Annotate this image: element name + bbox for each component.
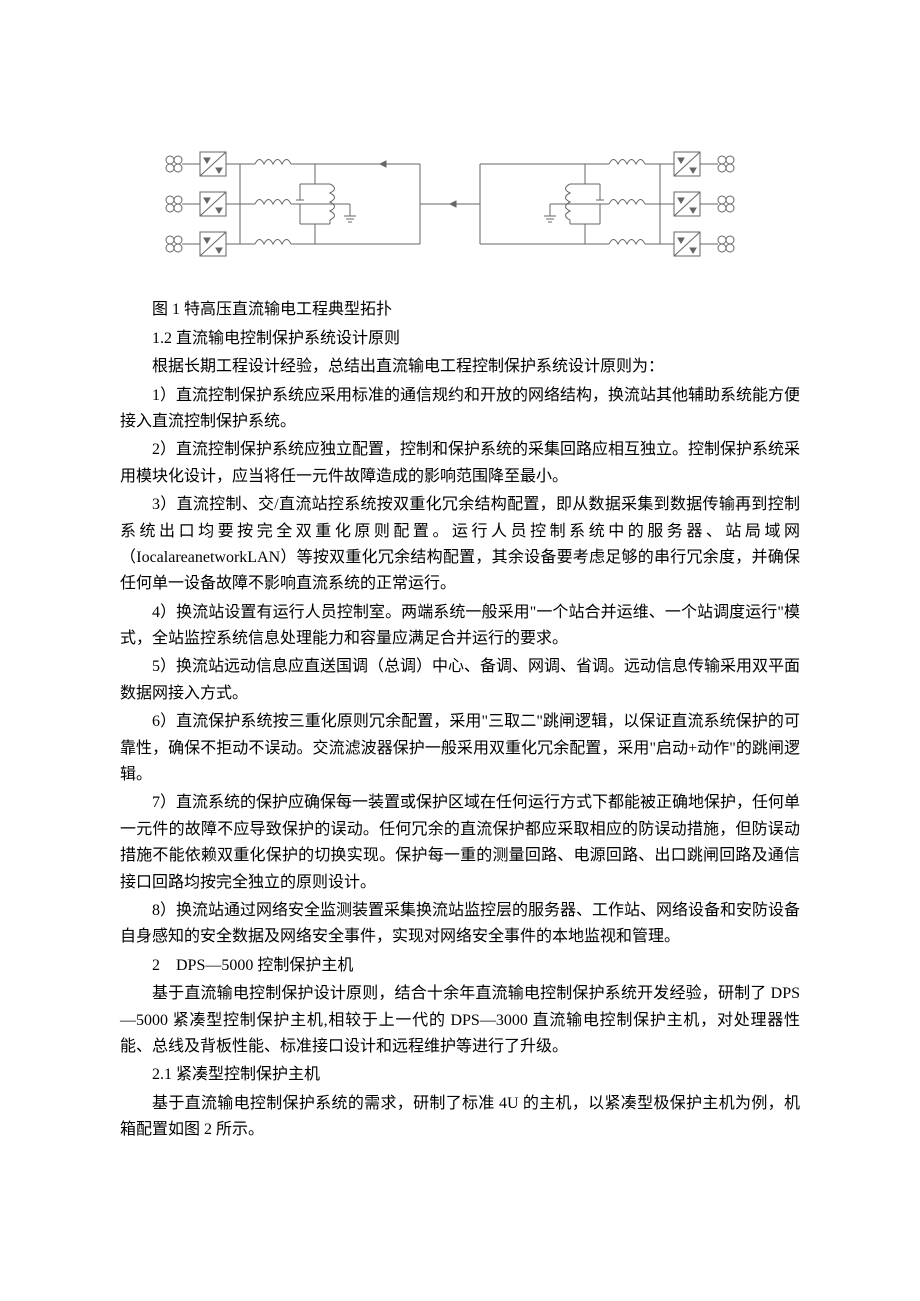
section-2-1-body: 基于直流输电控制保护系统的需求，研制了标准 4U 的主机，以紧凑型极保护主机为例… [120,1091,800,1144]
principle-item-3: 3）直流控制、交/直流站控系统按双重化冗余结构配置，即从数据采集到数据传输再到控… [120,492,800,598]
principle-item-7: 7）直流系统的保护应确保每一装置或保护区域在任何运行方式下都能被正确地保护，任何… [120,790,800,896]
principle-item-5: 5）换流站远动信息应直送国调（总调）中心、备调、网调、省调。远动信息传输采用双平… [120,654,800,707]
section-2-intro: 基于直流输电控制保护设计原则，结合十余年直流输电控制保护系统开发经验，研制了 D… [120,981,800,1060]
figure-1-diagram [160,140,800,289]
principle-item-8: 8）换流站通过网络安全监测装置采集换流站监控层的服务器、工作站、网络设备和安防设… [120,898,800,951]
principle-item-4: 4）换流站设置有运行人员控制室。两端系统一般采用"一个站合并运维、一个站调度运行… [120,600,800,653]
principle-item-6: 6）直流保护系统按三重化原则冗余配置，采用"三取二"跳闸逻辑，以保证直流系统保护… [120,709,800,788]
section-1-2-intro: 根据长期工程设计经验，总结出直流输电工程控制保护系统设计原则为： [120,354,800,380]
section-2-heading: 2 DPS—5000 控制保护主机 [120,953,800,979]
circuit-topology-svg [160,140,740,280]
principle-item-1: 1）直流控制保护系统应采用标准的通信规约和开放的网络结构，换流站其他辅助系统能方… [120,383,800,436]
principle-item-2: 2）直流控制保护系统应独立配置，控制和保护系统的采集回路应相互独立。控制保护系统… [120,437,800,490]
section-1-2-heading: 1.2 直流输电控制保护系统设计原则 [120,326,800,352]
section-2-1-heading: 2.1 紧凑型控制保护主机 [120,1062,800,1088]
figure-1-caption: 图 1 特高压直流输电工程典型拓扑 [120,297,800,323]
